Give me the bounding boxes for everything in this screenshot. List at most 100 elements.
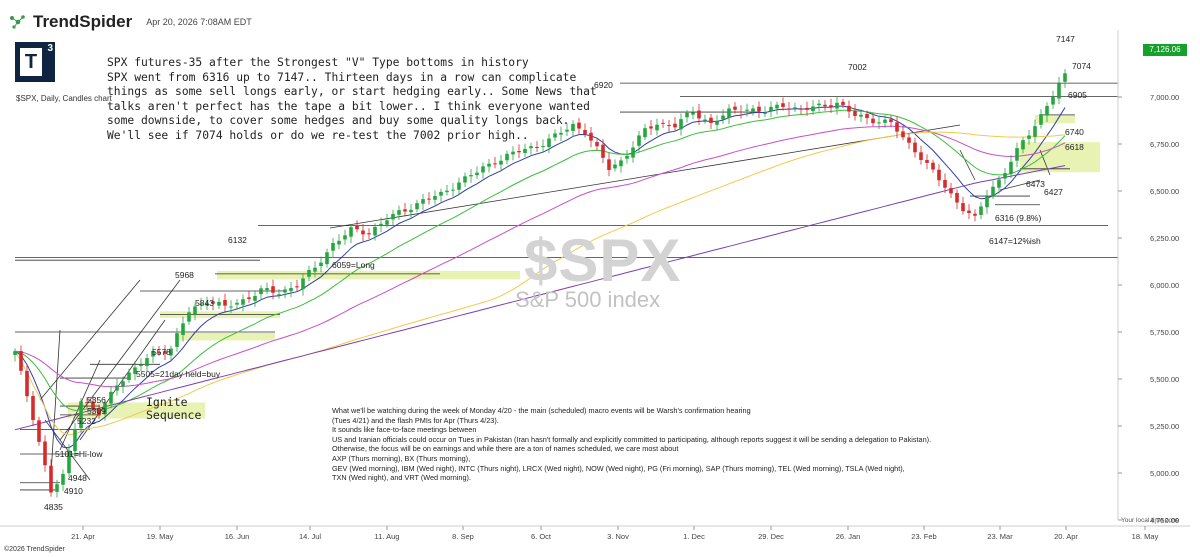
candle-body [31,395,35,421]
price-tick-label: 6,250.00 [1150,234,1179,243]
candle-body [367,233,371,235]
candle-body [595,142,599,147]
candle-body [835,102,839,109]
time-tick-label: 14. Jul [299,532,321,541]
candle-body [241,299,245,305]
candle-body [1027,135,1031,139]
candle-body [757,106,761,112]
candle-body [325,252,329,265]
price-tick-label: 5,500.00 [1150,375,1179,384]
candle-body [805,107,809,110]
candle-body [691,112,695,115]
header-date: Apr 20, 2026 7:08AM EDT [146,17,252,27]
time-tick-label: 23. Feb [911,532,936,541]
candle-body [841,101,845,105]
candle-body [937,169,941,181]
candle-body [979,206,983,215]
candle-body [427,198,431,200]
candle-body [517,150,521,153]
ignite-line: Ignite [146,395,188,409]
candle-body [67,450,71,474]
candle-body [703,119,707,121]
watermark-name: S&P 500 index [515,287,661,312]
candle-body [433,195,437,200]
time-tick-label: 3. Nov [607,532,629,541]
level-label: 7074 [1072,61,1091,71]
candle-body [1057,83,1061,99]
candle-body [145,358,149,367]
watch-line: It sounds like face-to-face meetings bet… [332,425,477,435]
candle-body [259,288,263,295]
candle-body [133,367,137,374]
candle-body [313,267,317,272]
candle-body [193,306,197,315]
candle-body [637,135,641,146]
price-tick-label: 5,750.00 [1150,328,1179,337]
note-line: We'll see if 7074 holds or do we re-test… [107,128,529,142]
highlight-zone [175,332,275,341]
candle-body [727,108,731,118]
candle-body [967,210,971,214]
candle-body [247,297,251,299]
level-label: 4948 [68,473,87,483]
candle-body [13,351,17,355]
candle-body [379,223,383,226]
watch-line: Otherwise, the focus will be on earnings… [332,444,679,454]
candle-body [445,190,449,193]
candle-body [523,148,527,154]
candle-body [793,107,797,109]
candle-body [541,146,545,148]
candle-body [463,176,467,183]
candle-body [895,122,899,132]
trend-line [329,124,961,229]
candle-body [817,103,821,106]
candle-body [421,199,425,204]
time-tick-label: 8. Sep [452,532,474,541]
candle-body [223,300,227,306]
time-tick-label: 21. Apr [71,532,95,541]
sma-200-line [14,165,1066,431]
candle-body [79,401,83,429]
candle-body [991,186,995,196]
candle-body [931,162,935,170]
candle-body [697,110,701,119]
trendspider-logo-icon [10,15,25,29]
watch-line: AXP (Thurs morning), BX (Thurs morning), [332,453,471,463]
note-line: SPX went from 6316 up to 7147.. Thirteen… [107,70,577,84]
note-line: SPX futures-35 after the Strongest "V" T… [107,56,529,69]
note-line: some downside, to cover some hedges and … [107,114,570,128]
candle-body [457,182,461,190]
candle-body [619,160,623,167]
copyright: ©2026 TrendSpider [4,546,65,553]
candle-body [679,119,683,130]
price-tick-label: 5,000.00 [1150,469,1179,478]
candle-body [487,163,491,167]
level-label: 6132 [228,235,247,245]
candle-body [97,410,101,416]
candle-body [199,303,203,305]
candle-body [475,172,479,176]
candle-body [955,192,959,203]
candle-body [73,428,77,452]
level-label: 6147=12%ish [989,236,1041,246]
candle-body [109,391,113,404]
note-line: things as some sell longs early, or star… [107,85,597,99]
level-label: 6905 [1068,90,1087,100]
time-tick-label: 6. Oct [531,532,552,541]
candle-body [847,105,851,112]
candle-body [349,227,353,237]
candle-body [565,129,569,132]
candle-body [1045,106,1049,116]
candle-body [577,122,581,129]
logo-letter: T [20,48,42,76]
author-logo: T 3 [15,42,55,82]
candle-body [853,110,857,116]
candle-body [949,188,953,194]
level-label: 6059=Long [332,260,375,270]
candle-body [559,132,563,135]
candle-body [157,352,161,354]
candle-body [643,128,647,138]
candle-body [763,112,767,114]
candle-body [1021,140,1025,150]
trend-line [999,179,1041,191]
